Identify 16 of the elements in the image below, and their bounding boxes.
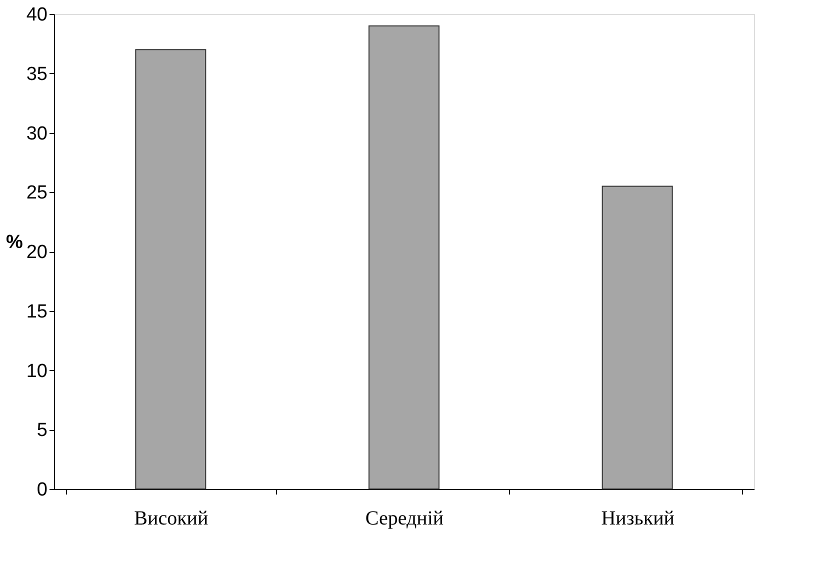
y-tick-label: 40	[26, 4, 48, 26]
y-tick-label: 0	[36, 480, 48, 500]
x-tick-label: Середній	[365, 508, 444, 530]
x-tick-label: Високий	[134, 508, 208, 530]
bar	[135, 49, 206, 490]
x-tick-label: Низький	[601, 508, 675, 530]
y-tick-label: 25	[26, 182, 48, 204]
y-tick-label: 10	[26, 360, 48, 382]
y-tick-label: 35	[26, 64, 48, 85]
bar	[368, 25, 440, 490]
y-tick-label: 5	[36, 420, 48, 442]
bar	[602, 186, 673, 490]
y-tick-label: 15	[26, 301, 48, 322]
y-tick-label: 20	[26, 242, 48, 263]
y-tick-label: 30	[26, 123, 48, 144]
y-axis-title: %	[6, 232, 24, 253]
